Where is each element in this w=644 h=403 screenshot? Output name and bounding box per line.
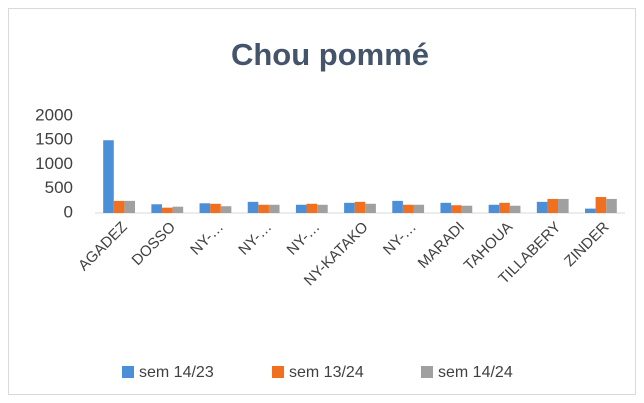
bar (124, 200, 135, 213)
legend-label: sem 13/24 (289, 364, 364, 381)
bar (306, 203, 318, 213)
y-tick-label: 2000 (35, 105, 73, 124)
legend-swatch (421, 366, 433, 378)
bar (558, 198, 569, 213)
bar (392, 200, 403, 213)
y-tick-label: 1000 (35, 154, 73, 173)
bar (402, 204, 414, 213)
legend-swatch (272, 366, 284, 378)
bar (595, 196, 607, 213)
bar (509, 205, 521, 213)
bar (354, 201, 366, 213)
bar (440, 202, 452, 213)
bar (258, 204, 269, 213)
bar (585, 208, 596, 213)
bar (536, 201, 548, 213)
bar (103, 140, 114, 213)
bar (547, 198, 559, 213)
y-tick-label: 1500 (35, 130, 73, 149)
legend-swatch (122, 366, 134, 378)
legend-label: sem 14/24 (438, 364, 513, 381)
bar (113, 200, 125, 213)
bar (210, 203, 221, 213)
bar (172, 206, 184, 213)
bar (295, 204, 307, 213)
bar (151, 204, 162, 213)
bar (268, 204, 280, 213)
bar (247, 201, 259, 213)
bar (413, 204, 425, 213)
bar (161, 207, 173, 213)
chart-title: Chou pommé (231, 37, 429, 72)
bar (317, 204, 328, 213)
bar (220, 206, 232, 213)
bar (606, 198, 617, 213)
y-tick-label: 500 (45, 178, 73, 197)
bar (451, 205, 462, 213)
bar (461, 205, 473, 213)
bar (344, 202, 355, 213)
bar (365, 203, 376, 213)
y-tick-label: 0 (64, 202, 73, 221)
bar (199, 203, 211, 213)
bar (488, 204, 500, 213)
legend-label: sem 14/23 (139, 364, 214, 381)
bar (499, 202, 510, 213)
